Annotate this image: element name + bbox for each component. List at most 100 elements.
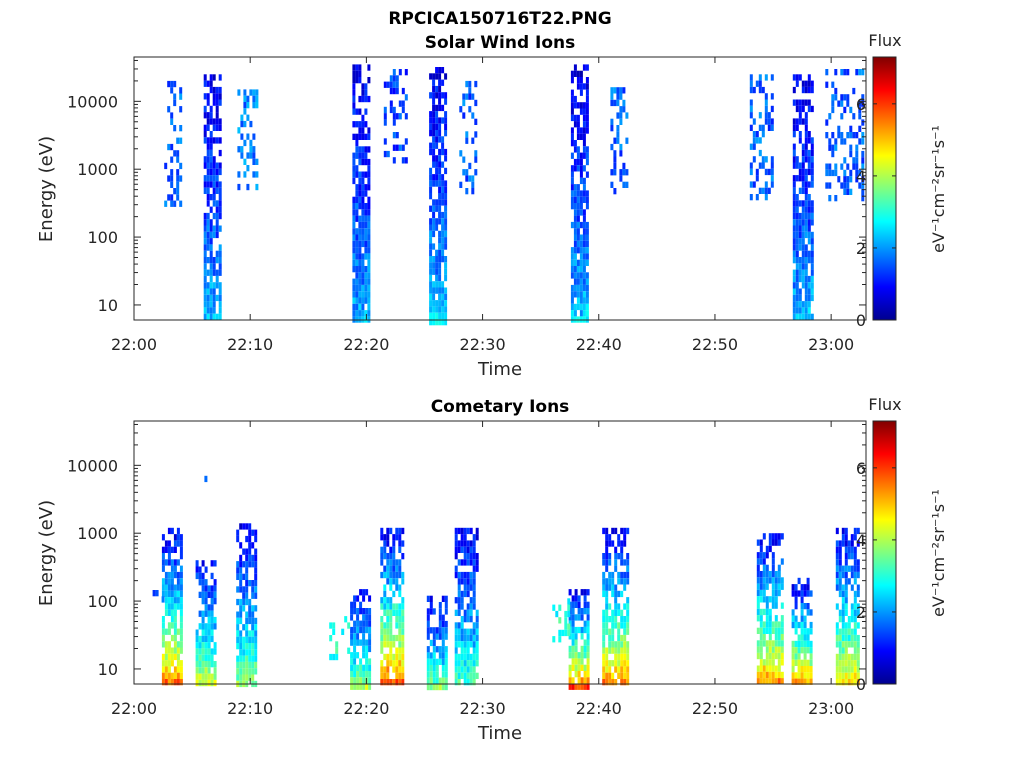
flux-cell (389, 87, 393, 95)
flux-cell (771, 596, 775, 603)
flux-cell (835, 634, 839, 642)
flux-cell (457, 660, 461, 667)
flux-cell (176, 169, 180, 176)
flux-cell (472, 565, 476, 572)
flux-cell (853, 565, 857, 572)
flux-cell (457, 603, 461, 610)
flux-cell (152, 590, 156, 597)
flux-cell (853, 628, 857, 635)
flux-cell (454, 571, 458, 579)
flux-cell (251, 649, 255, 656)
flux-cell (791, 666, 795, 673)
flux-cell (239, 586, 243, 593)
flux-cell (847, 622, 851, 629)
flux-cell (203, 187, 207, 194)
flux-cell (239, 567, 243, 574)
flux-cell (626, 616, 630, 623)
flux-cell (239, 554, 243, 562)
flux-cell (573, 272, 577, 279)
flux-cell (251, 661, 255, 669)
flux-cell (579, 240, 583, 248)
flux-cell (361, 114, 365, 122)
flux-cell (583, 664, 587, 671)
flux-cell (855, 176, 859, 183)
flux-cell (469, 672, 473, 679)
flux-cell (844, 653, 848, 661)
flux-cell (383, 584, 387, 591)
flux-cell (852, 113, 856, 120)
flux-cell (236, 529, 240, 536)
flux-cell (383, 113, 387, 120)
flux-cell (469, 666, 473, 673)
flux-cell (361, 259, 365, 266)
flux-cell (392, 144, 396, 151)
flux-cell (444, 186, 448, 193)
flux-cell (847, 660, 851, 667)
flux-cell (242, 573, 246, 580)
flux-cell (571, 626, 575, 634)
flux-cell (358, 272, 362, 279)
flux-cell (605, 546, 609, 553)
flux-cell (438, 193, 442, 200)
flux-cell (762, 608, 766, 616)
flux-cell (173, 609, 177, 616)
flux-cell (368, 639, 372, 646)
flux-cell (215, 175, 219, 182)
flux-cell (212, 263, 216, 270)
flux-cell (774, 577, 778, 584)
flux-cell (179, 106, 183, 113)
flux-cell (429, 193, 433, 200)
flux-cell (586, 683, 590, 690)
flux-cell (170, 571, 174, 579)
flux-cell (466, 660, 470, 667)
flux-cell (843, 157, 847, 164)
flux-cell (469, 546, 473, 553)
flux-cell (844, 578, 848, 585)
flux-cell (841, 540, 845, 547)
flux-cell (444, 130, 448, 137)
flux-cell (765, 678, 769, 685)
flux-cell (438, 319, 442, 326)
flux-cell (616, 87, 620, 94)
flux-cell (432, 658, 436, 665)
flux-cell (441, 67, 445, 74)
flux-cell (765, 552, 769, 559)
flux-cell (844, 672, 848, 679)
flux-cell (856, 653, 860, 661)
flux-cell (207, 591, 211, 598)
flux-cell (856, 603, 860, 610)
flux-cell (843, 169, 847, 177)
flux-cell (611, 616, 615, 623)
flux-cell (807, 238, 811, 245)
flux-cell (383, 106, 387, 114)
flux-cell (840, 69, 844, 76)
flux-cell (454, 634, 458, 642)
flux-cell (771, 558, 775, 565)
flux-cell (582, 284, 586, 292)
flux-cell (251, 668, 255, 675)
flux-cell (582, 228, 586, 235)
flux-cell (356, 595, 360, 602)
flux-cell (573, 221, 577, 229)
flux-cell (358, 284, 362, 292)
flux-cell (570, 247, 574, 254)
flux-cell (438, 123, 442, 130)
flux-cell (611, 672, 615, 679)
flux-cell (622, 87, 626, 94)
flux-cell (838, 660, 842, 667)
flux-cell (392, 571, 396, 579)
flux-cell (435, 67, 439, 74)
flux-cell (170, 597, 174, 604)
flux-cell (203, 282, 207, 289)
flux-cell (797, 666, 801, 673)
flux-cell (570, 177, 574, 185)
flux-cell (605, 653, 609, 661)
flux-cell (834, 138, 838, 145)
flux-cell (582, 190, 586, 197)
flux-cell (367, 240, 371, 248)
flux-cell (368, 658, 372, 665)
flux-cell (771, 564, 775, 571)
flux-cell (800, 615, 804, 622)
flux-cell (161, 616, 165, 623)
flux-cell (466, 647, 470, 654)
